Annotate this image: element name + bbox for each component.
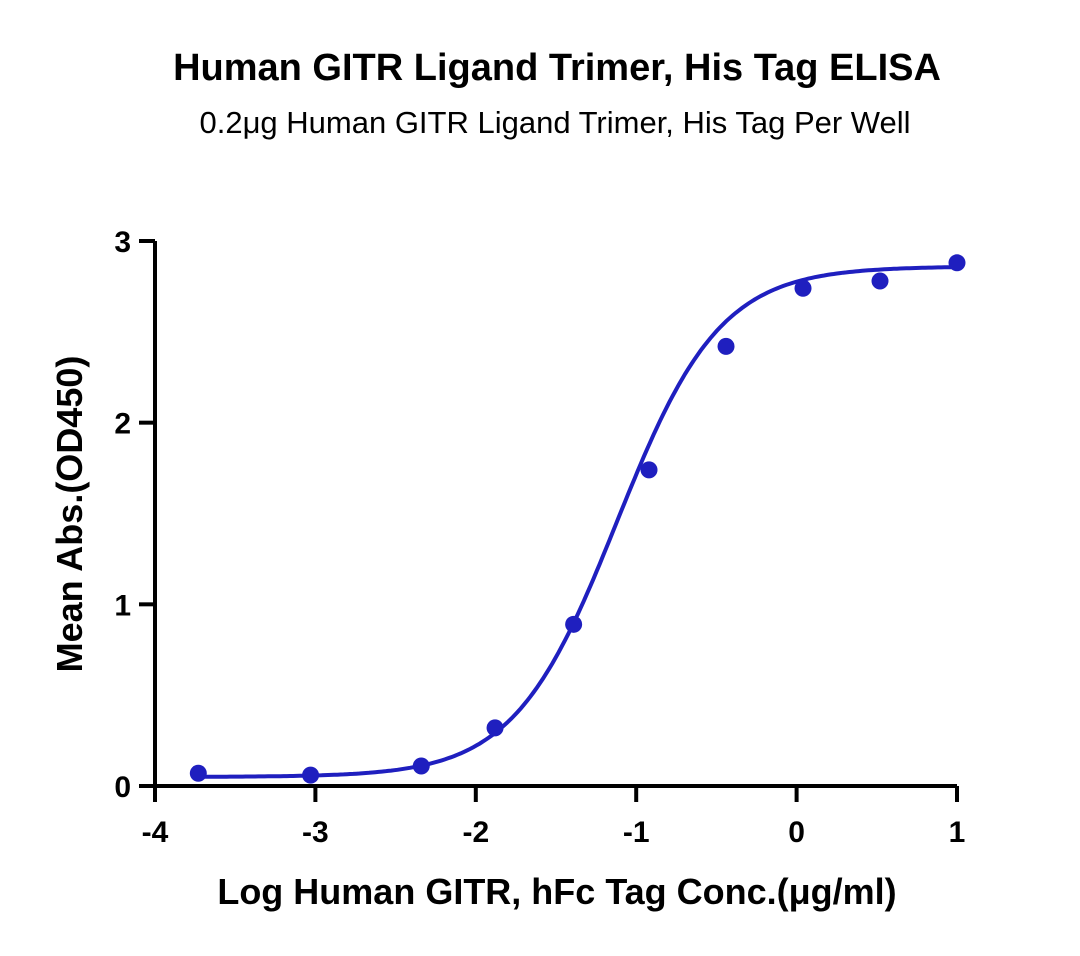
data-point (302, 766, 320, 784)
x-tick-label: 1 (949, 816, 966, 849)
x-tick-label: -2 (462, 816, 489, 849)
data-point (794, 279, 812, 297)
data-point (948, 254, 966, 272)
x-tick-label: -1 (623, 816, 650, 849)
y-axis-label: Mean Abs.(OD450) (49, 356, 90, 673)
x-axis-label: Log Human GITR, hFc Tag Conc.(μg/ml) (217, 871, 896, 912)
y-tick-label: 0 (114, 771, 131, 804)
axes (153, 241, 957, 788)
data-point (717, 337, 735, 355)
data-point (412, 757, 430, 775)
chart-subtitle: 0.2μg Human GITR Ligand Trimer, His Tag … (199, 105, 910, 140)
y-tick-label: 2 (114, 408, 131, 441)
data-point (189, 764, 207, 782)
data-point (871, 272, 889, 290)
data-points (189, 254, 966, 784)
x-tick-label: 0 (788, 816, 805, 849)
fit-curve (198, 265, 958, 779)
y-tick-label: 3 (114, 226, 131, 259)
data-point (565, 615, 583, 633)
data-point (486, 719, 504, 737)
y-tick-label: 1 (114, 589, 131, 622)
x-tick-label: -4 (142, 816, 169, 849)
x-tick-label: -3 (302, 816, 329, 849)
ticks: -4 -3 -2 -1 0 1 0 1 2 3 (114, 226, 965, 849)
chart-title: Human GITR Ligand Trimer, His Tag ELISA (173, 47, 941, 89)
data-point (640, 461, 658, 479)
